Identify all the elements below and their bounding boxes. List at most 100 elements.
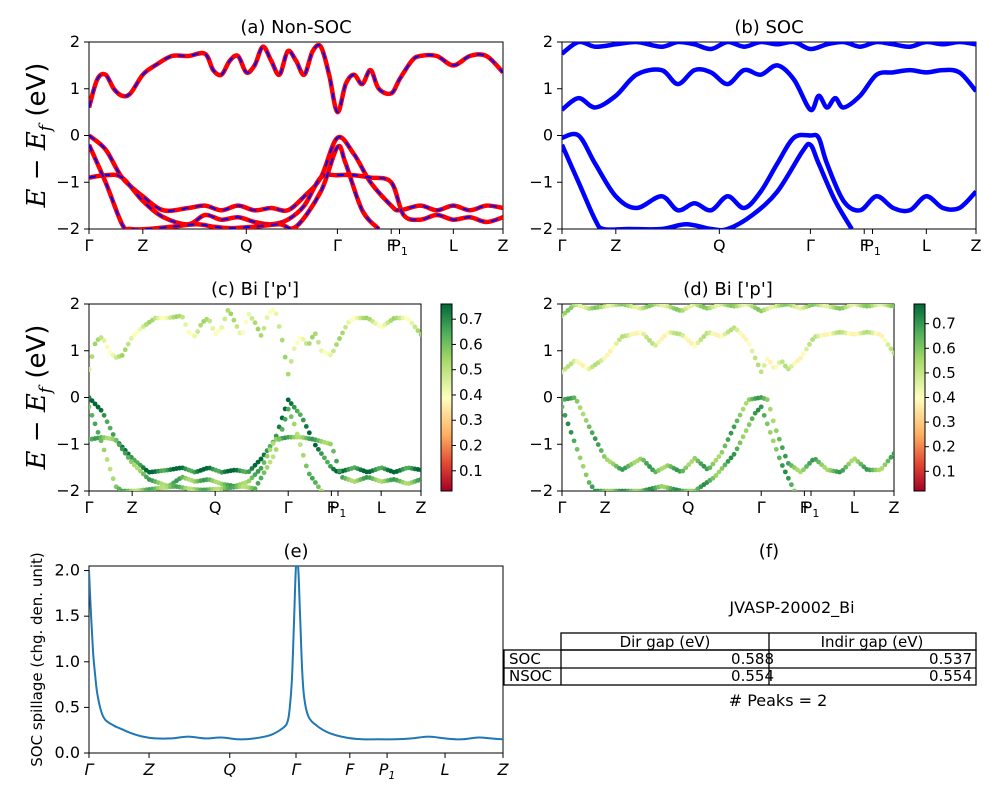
band-point xyxy=(776,455,782,461)
svg-text:E − Ef (eV): E − Ef (eV) xyxy=(22,63,56,209)
band-point xyxy=(104,419,110,425)
y-tick-label: 1 xyxy=(543,341,553,360)
band-point xyxy=(698,337,704,343)
band-point xyxy=(846,461,852,467)
band-point xyxy=(879,333,885,339)
band-point xyxy=(589,484,595,490)
band-point xyxy=(785,475,791,481)
band-point xyxy=(807,341,812,347)
band-point xyxy=(782,453,788,459)
band-point xyxy=(252,462,258,468)
band-point xyxy=(92,341,98,347)
band-point xyxy=(343,324,348,330)
band-point xyxy=(258,456,264,462)
band-point xyxy=(92,421,98,427)
band-point xyxy=(764,356,770,362)
band-point xyxy=(882,462,888,468)
band-point xyxy=(737,330,743,336)
band-point xyxy=(604,352,610,358)
band-point xyxy=(306,341,312,346)
band-point xyxy=(743,428,749,434)
band-point xyxy=(255,469,261,474)
x-tick-label: F xyxy=(860,236,869,255)
colorbar-tick-label: 0.1 xyxy=(932,462,956,480)
band-point xyxy=(270,307,276,313)
band-point xyxy=(743,400,749,406)
band-point xyxy=(574,398,580,404)
band-point xyxy=(312,331,318,337)
band-point xyxy=(331,348,336,354)
band-point xyxy=(279,426,285,432)
band-point xyxy=(580,411,586,417)
band-point xyxy=(107,425,113,431)
band-point xyxy=(653,343,658,348)
band-point xyxy=(288,414,294,420)
band-point xyxy=(183,322,188,328)
band-point xyxy=(334,342,339,347)
band-point xyxy=(195,329,201,335)
band-point xyxy=(804,346,809,352)
band-point xyxy=(89,398,95,404)
colorbar-tick-label: 0.1 xyxy=(459,462,483,480)
band-point xyxy=(276,324,282,329)
x-tick-label: Z xyxy=(600,498,611,517)
x-tick-label: P1 xyxy=(864,236,881,258)
band-point xyxy=(734,418,740,424)
band-point xyxy=(267,447,273,453)
y-tick-label: 0 xyxy=(543,126,553,145)
x-tick-label: P1 xyxy=(330,498,347,520)
band-point xyxy=(740,333,746,339)
band-point xyxy=(282,354,288,360)
band-point xyxy=(116,442,122,448)
colorbar-tick-label: 0.5 xyxy=(459,361,483,379)
band-point xyxy=(746,341,752,347)
band-point xyxy=(140,471,146,477)
x-tick-label: P1 xyxy=(391,236,408,258)
band-point xyxy=(303,463,309,469)
band-point xyxy=(328,352,333,358)
panel-a: (a) Non-SOC 2 1 0 −1 −2 Γ Z Q Γ FP1 L Z xyxy=(56,17,508,258)
x-tick-label: Z xyxy=(137,236,148,255)
band-point xyxy=(731,451,737,457)
band-2-spin-down xyxy=(89,173,503,226)
band-point xyxy=(125,455,131,460)
band-point xyxy=(843,464,849,470)
band-point xyxy=(288,358,294,364)
band-point xyxy=(258,465,264,471)
band-point xyxy=(273,447,279,452)
band-point xyxy=(300,336,306,342)
panel-e: (e) 0.0 0.5 1.0 1.5 2.0 Γ Z Q Γ F P1 L Z SOC spillage … xyxy=(28,541,510,782)
band-point xyxy=(656,339,661,345)
band-point xyxy=(95,429,101,435)
band-point xyxy=(592,436,598,442)
band-point xyxy=(285,406,291,412)
colorbar-tick-label: 0.4 xyxy=(932,389,956,407)
peaks-count: # Peaks = 2 xyxy=(729,691,828,710)
band-point xyxy=(198,322,204,328)
svg-text:E − Ef (eV): E − Ef (eV) xyxy=(22,325,56,471)
band-point xyxy=(807,460,812,466)
band-point xyxy=(276,437,282,442)
band-point xyxy=(571,438,577,444)
band-point xyxy=(89,354,95,360)
bands xyxy=(562,42,976,229)
cell-soc-indir: 0.537 xyxy=(929,650,972,668)
x-tick-label: F xyxy=(387,236,396,255)
band-point xyxy=(695,340,701,346)
y-tick-label: 2 xyxy=(70,294,80,313)
y-tick-label: −1 xyxy=(56,172,80,191)
x-tick-label: P1 xyxy=(379,760,396,782)
cell-nsoc-indir: 0.554 xyxy=(929,667,972,685)
band-point xyxy=(240,330,246,335)
band-point xyxy=(725,437,731,442)
band-1-spin-down xyxy=(89,134,503,212)
y-tick-label: −2 xyxy=(529,481,553,500)
band-point xyxy=(644,460,649,466)
y-tick-label: −2 xyxy=(56,219,80,238)
band-point xyxy=(134,329,140,335)
band-point xyxy=(315,446,321,452)
band-point xyxy=(294,340,300,346)
band-point xyxy=(125,341,131,347)
x-tick-label: L xyxy=(377,498,386,517)
band-point xyxy=(764,421,770,427)
